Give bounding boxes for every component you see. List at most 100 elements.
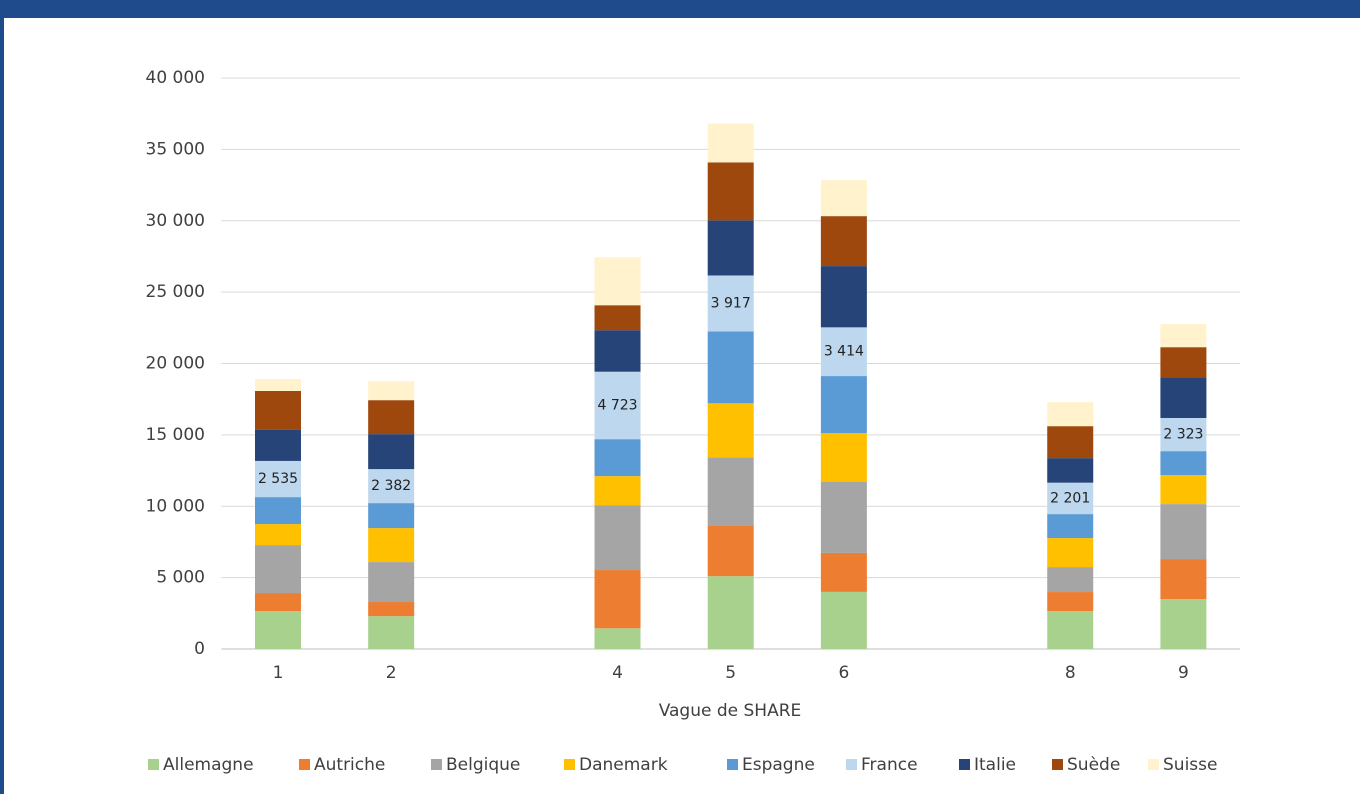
x-tick-label: 9 [1178,663,1189,683]
y-tick-label: 15 000 [146,425,205,445]
bar-segment [707,162,754,221]
bar-segment [820,481,867,553]
data-label: 2 201 [1050,490,1090,506]
bar-segment [820,591,867,649]
bar-segment [594,257,641,306]
bar-segment [368,469,415,504]
header-band [0,0,1360,18]
bar-segment [594,330,641,372]
bar-segment [254,429,301,461]
bar-segment [707,331,754,404]
bar-segment [1160,347,1207,378]
bar-segment [820,552,867,592]
bar-segment [1160,504,1207,560]
data-label: 3 917 [711,295,751,311]
bar-segment [1047,514,1094,539]
bar-segment [707,457,754,526]
bar-segment [594,505,641,571]
bar-segment [368,562,415,603]
bar-segment [594,305,641,331]
y-tick-label: 20 000 [146,354,205,374]
bar-segment [1160,475,1207,505]
legend-swatch [148,759,159,770]
data-label: 2 382 [371,478,411,494]
bar-segment [1047,426,1094,459]
bar-segment [368,503,415,529]
bar-segment [368,602,415,617]
x-tick-label: 2 [386,663,397,683]
data-label: 4 723 [597,397,637,413]
legend-label: Suède [1067,755,1120,775]
bar-segment [1047,402,1094,427]
legend-swatch [727,759,738,770]
data-label: 3 414 [824,344,864,360]
bar-segment [254,524,301,546]
legend-label: Belgique [446,755,520,775]
bar-segment [368,528,415,563]
bar-segment [1047,592,1094,612]
bar-segment [707,403,754,458]
bar-segment [594,371,641,440]
bar-segment [594,439,641,477]
legend-swatch [959,759,970,770]
bar-segment [368,381,415,401]
y-tick-label: 10 000 [146,496,205,516]
x-tick-label: 1 [273,663,284,683]
y-tick-label: 5 000 [156,568,205,588]
bar-segment [1047,538,1094,568]
legend-swatch [431,759,442,770]
bar-segment [707,220,754,276]
bar-segment [254,593,301,612]
legend-label: Danemark [579,755,668,775]
bar-segment [1160,559,1207,600]
bar-segment [707,576,754,649]
legend-swatch [1052,759,1063,770]
bar-segment [254,460,301,498]
bar-segment [820,327,867,377]
y-tick-label: 25 000 [146,282,205,302]
bar-segment [1160,451,1207,476]
bar-segment [368,400,415,435]
bar-segment [254,497,301,525]
bar-segment [594,476,641,506]
y-tick-label: 0 [194,639,205,659]
bar-segment [594,570,641,629]
x-tick-label: 8 [1065,663,1076,683]
bar-segment [820,266,867,328]
bar-segment [1047,611,1094,649]
bar-segment [820,376,867,434]
legend-label: Italie [974,755,1016,775]
left-border [0,0,4,794]
bar-segment [368,434,415,470]
bar-segment [820,216,867,267]
bar-segment [1047,567,1094,593]
legend-label: France [861,755,918,775]
bar-segment [1160,599,1207,649]
legend-swatch [299,759,310,770]
legend-label: Allemagne [163,755,254,775]
legend-swatch [846,759,857,770]
legend-label: Espagne [742,755,815,775]
bar-segment [820,433,867,482]
bar-segment [594,628,641,649]
x-tick-label: 4 [612,663,623,683]
bar-segment [254,545,301,594]
bar-segment [254,611,301,649]
bar-segment [707,525,754,577]
x-tick-label: 6 [838,663,849,683]
bar-segment [1160,377,1207,418]
y-tick-label: 40 000 [146,68,205,88]
x-tick-label: 5 [725,663,736,683]
bar-segment [1047,482,1094,515]
legend-swatch [1148,759,1159,770]
data-label: 2 535 [258,471,298,487]
bar-segment [368,616,415,649]
bar-segment [707,123,754,163]
legend-label: Suisse [1163,755,1217,775]
legend-swatch [564,759,575,770]
y-tick-label: 30 000 [146,211,205,231]
y-tick-label: 35 000 [146,139,205,159]
bar-segment [707,275,754,332]
x-axis-label: Vague de SHARE [659,701,802,721]
